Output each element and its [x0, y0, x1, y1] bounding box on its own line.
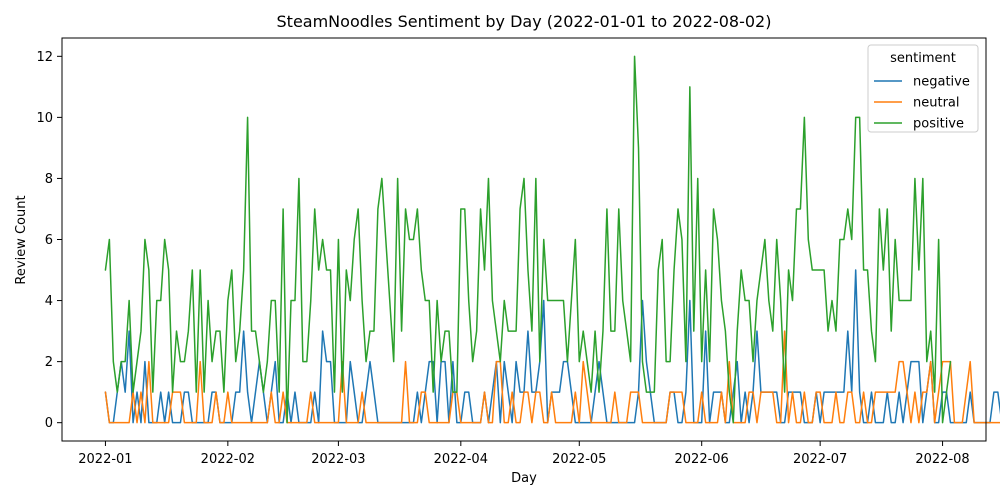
y-tick-label: 8 — [45, 172, 53, 187]
x-tick-label: 2022-07 — [793, 452, 847, 467]
y-tick-label: 2 — [45, 355, 53, 370]
x-axis: 2022-01 2022-02 2022-03 2022-04 2022-05 2022-… — [78, 441, 970, 467]
y-axis: 0 2 4 6 8 10 12 — [36, 50, 62, 431]
y-axis-label: Review Count — [14, 195, 29, 284]
y-tick-label: 0 — [45, 416, 53, 431]
legend-items: negative neutral positive — [874, 75, 970, 132]
x-tick-label: 2022-05 — [552, 452, 606, 467]
legend-title: sentiment — [890, 51, 956, 66]
y-tick-label: 12 — [36, 50, 53, 65]
y-tick-label: 4 — [45, 294, 53, 309]
legend-label-positive: positive — [913, 117, 964, 132]
x-tick-label: 2022-06 — [675, 452, 729, 467]
legend-label-negative: negative — [913, 75, 970, 90]
x-tick-label: 2022-04 — [434, 452, 488, 467]
y-tick-label: 10 — [36, 111, 53, 126]
legend-label-neutral: neutral — [913, 96, 960, 111]
x-tick-label: 2022-01 — [78, 452, 132, 467]
legend-box — [867, 44, 979, 133]
chart-title: SteamNoodles Sentiment by Day (2022-01-0… — [277, 12, 772, 31]
series-line-neutral — [104, 330, 1000, 424]
x-tick-label: 2022-02 — [201, 452, 255, 467]
x-axis-label: Day — [511, 471, 537, 486]
x-tick-label: 2022-03 — [311, 452, 365, 467]
series-layer — [104, 55, 1000, 424]
y-tick-label: 6 — [45, 233, 53, 248]
series-line-positive — [104, 55, 952, 424]
plot-area: 2022-01 2022-02 2022-03 2022-04 2022-05 2022-… — [36, 37, 1000, 467]
x-tick-label: 2022-08 — [915, 452, 969, 467]
legend: sentiment negative neutral positive — [867, 44, 979, 133]
